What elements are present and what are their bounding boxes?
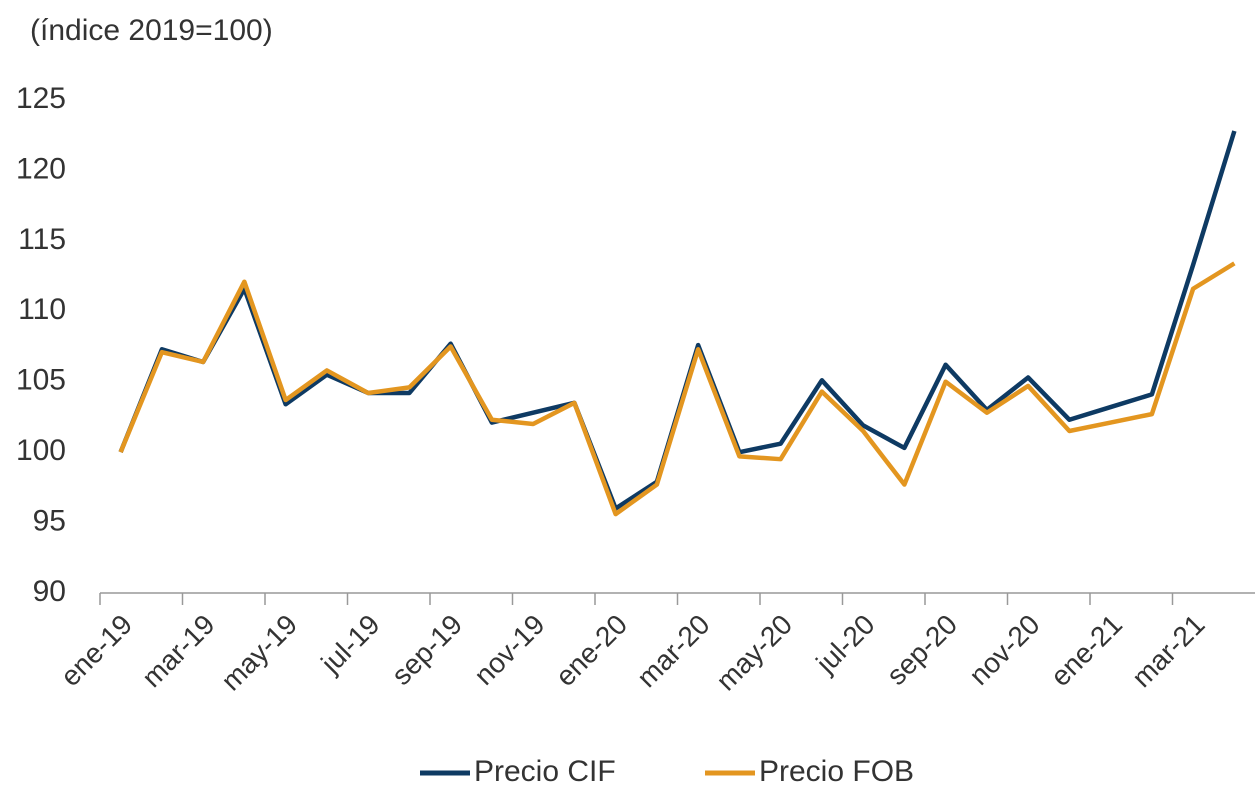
x-tick-label: ene-19 (55, 609, 139, 693)
y-tick-label: 110 (18, 293, 66, 326)
legend-label: Precio FOB (759, 755, 914, 788)
x-tick-label: may-19 (215, 609, 303, 697)
x-tick-label: ene-20 (550, 609, 634, 693)
y-tick-label: 95 (33, 504, 66, 537)
x-tick-label: nov-19 (468, 609, 550, 691)
x-tick-label: mar-21 (1126, 609, 1211, 694)
x-tick-label: nov-20 (963, 609, 1045, 691)
y-tick-label: 120 (16, 152, 66, 185)
x-tick-label: mar-20 (631, 609, 716, 694)
y-tick-label: 105 (16, 364, 66, 397)
y-tick-label: 100 (16, 434, 66, 467)
y-tick-label: 90 (33, 575, 66, 608)
y-tick-label: 115 (18, 223, 66, 256)
legend-label: Precio CIF (474, 755, 616, 788)
line-series (118, 261, 1236, 517)
x-tick-label: mar-19 (136, 609, 221, 694)
y-tick-label: 125 (16, 82, 66, 115)
line-series (118, 130, 1237, 511)
x-tick-label: sep-19 (386, 609, 468, 691)
x-tick-label: jul-20 (810, 609, 881, 680)
chart-subtitle: (índice 2019=100) (30, 14, 273, 47)
x-tick-label: ene-21 (1045, 609, 1129, 693)
x-tick-label: jul-19 (315, 609, 386, 680)
x-tick-label: sep-20 (881, 609, 963, 691)
x-tick-label: may-20 (710, 609, 798, 697)
